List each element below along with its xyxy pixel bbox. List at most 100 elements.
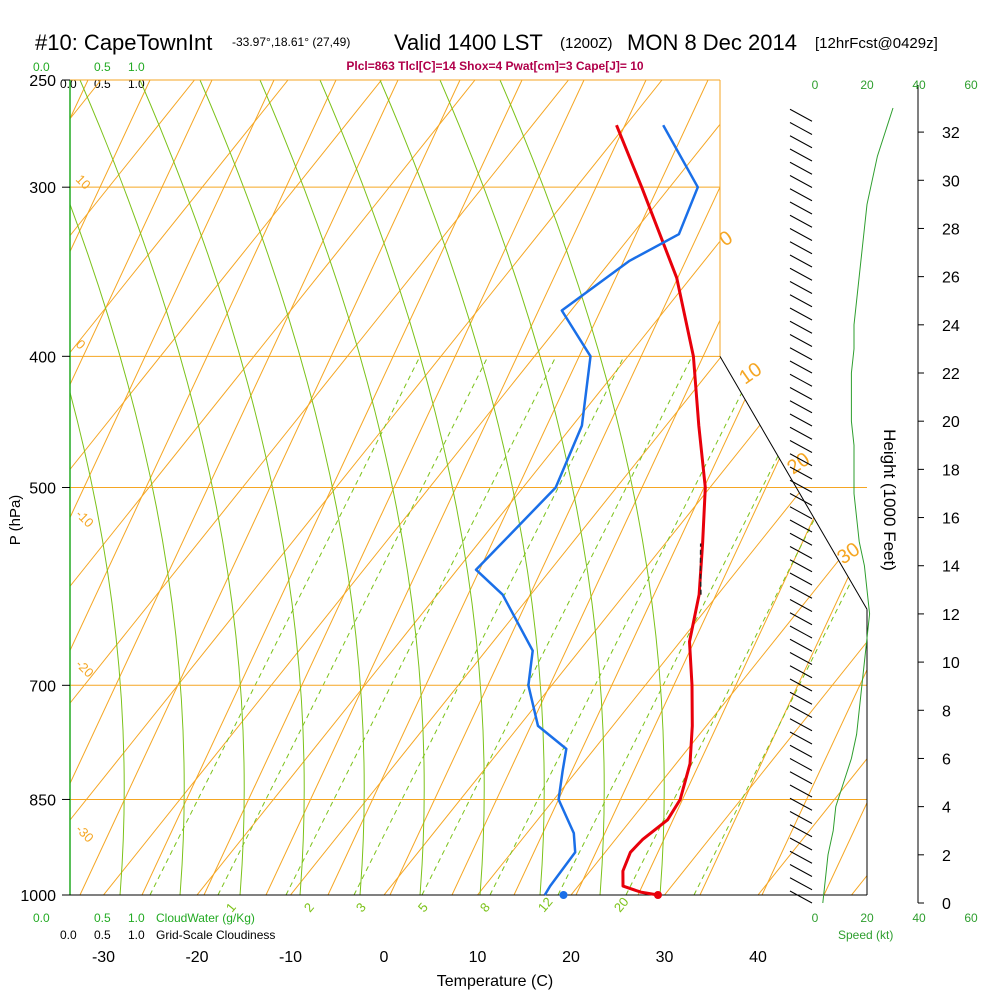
height-tick-label: 30 xyxy=(942,173,960,190)
isotherm-line xyxy=(70,80,195,895)
wind-barb xyxy=(789,811,813,824)
moist-adiabat-line xyxy=(70,80,125,895)
cloudwater-label: CloudWater (g/Kg) xyxy=(156,911,255,925)
height-tick-label: 4 xyxy=(942,800,951,817)
wind-barb xyxy=(789,135,813,149)
height-tick-label: 2 xyxy=(942,848,951,865)
dry-adiabat-line xyxy=(70,80,151,895)
wind-barb xyxy=(789,744,813,758)
temperature-line xyxy=(615,124,707,897)
wind-barb xyxy=(789,572,813,586)
moist-adiabat-line xyxy=(139,80,305,895)
wind-barb xyxy=(789,281,813,294)
speed-top-tick: 0 xyxy=(812,78,819,92)
bottom-green-05: 0.5 xyxy=(94,911,111,925)
top-black-1: 1.0 xyxy=(128,77,145,91)
wind-barb xyxy=(789,426,813,440)
wind-barb xyxy=(789,797,813,811)
speed-top-tick: 40 xyxy=(912,78,926,92)
top-green-05: 0.5 xyxy=(94,60,111,74)
height-tick-label: 0 xyxy=(942,896,951,913)
x-tick-label: 30 xyxy=(656,949,674,966)
top-black-0: 0.0 xyxy=(60,77,77,91)
wind-barb xyxy=(789,387,813,400)
bottom-green-0: 0.0 xyxy=(33,911,50,925)
wind-barb xyxy=(789,214,813,228)
height-tick-label: 16 xyxy=(942,511,960,528)
top-green-1: 1.0 xyxy=(128,60,145,74)
p-tick-label: 850 xyxy=(29,792,56,809)
height-tick-label: 24 xyxy=(942,318,960,335)
dry-adiabat-line xyxy=(761,80,867,895)
height-tick-label: 14 xyxy=(942,559,960,576)
speed-top-tick: 20 xyxy=(860,78,874,92)
wind-barb xyxy=(789,705,813,718)
tropopause-edge xyxy=(719,356,868,610)
bottom-black-1: 1.0 xyxy=(128,928,145,942)
wind-barb xyxy=(789,559,813,573)
speed-bottom-tick: 0 xyxy=(812,911,819,925)
moist-adiabat-line xyxy=(439,80,605,895)
height-tick-label: 22 xyxy=(942,366,960,383)
wind-barb xyxy=(789,254,813,268)
moist-adiabat-line xyxy=(199,80,365,895)
dry-adiabat-line xyxy=(70,80,213,895)
mixing-ratio-line xyxy=(421,356,693,895)
wind-barb xyxy=(789,320,813,334)
mixing-ratio-line xyxy=(353,356,625,895)
height-tick-label: 28 xyxy=(942,221,960,238)
y-axis-label: P (hPa) xyxy=(7,495,24,546)
wind-barb xyxy=(789,718,813,732)
wind-barb xyxy=(789,108,813,122)
x-tick-label: 20 xyxy=(562,949,580,966)
wind-barb xyxy=(789,546,813,559)
wind-barb xyxy=(789,771,813,785)
wind-barb xyxy=(789,188,813,202)
height-tick-label: 26 xyxy=(942,270,960,287)
moist-adiabat-line xyxy=(319,80,485,895)
wind-speed-line xyxy=(822,107,894,904)
wind-barb xyxy=(789,373,813,387)
speed-bottom-tick: 40 xyxy=(912,911,926,925)
wind-barb xyxy=(789,334,813,347)
sounding-series xyxy=(474,124,707,899)
mixing-ratio-line xyxy=(217,356,489,895)
isotherm-line xyxy=(70,80,289,895)
height-tick-label: 8 xyxy=(942,703,951,720)
wind-barb xyxy=(789,294,813,308)
top-green-0: 0.0 xyxy=(33,60,50,74)
wind-barb xyxy=(789,850,813,864)
mixing-ratio-line xyxy=(285,356,557,895)
height-tick-label: 32 xyxy=(942,125,960,142)
wind-barb xyxy=(789,267,813,281)
height-tick-label: 20 xyxy=(942,414,960,431)
height-tick-label: 10 xyxy=(942,655,960,672)
isotherm-line xyxy=(570,80,867,895)
surface-dewpoint-dot xyxy=(559,891,568,899)
wind-barb xyxy=(789,890,813,904)
dewpoint-line xyxy=(474,124,700,896)
wind-barb xyxy=(789,532,813,546)
wind-barb xyxy=(789,413,813,427)
p-tick-label: 500 xyxy=(29,481,56,498)
wind-barb xyxy=(789,347,813,361)
x-tick-label: -10 xyxy=(279,949,302,966)
forecast-info: [12hrFcst@0429z] xyxy=(815,35,938,52)
p-tick-label: 1000 xyxy=(20,888,56,905)
wind-barb xyxy=(789,625,813,639)
wind-barb xyxy=(789,307,813,321)
dry-adiabat-line xyxy=(699,80,867,895)
wind-barb xyxy=(789,175,813,188)
wind-barb xyxy=(789,148,813,162)
moist-adiabat-line xyxy=(379,80,545,895)
cloudiness-label: Grid-Scale Cloudiness xyxy=(156,928,275,942)
bottom-black-05: 0.5 xyxy=(94,928,111,942)
p-tick-label: 700 xyxy=(29,678,56,695)
wind-barb xyxy=(789,585,813,599)
forecast-date: MON 8 Dec 2014 xyxy=(627,30,797,55)
wind-barb xyxy=(789,877,813,891)
station-title: #10: CapeTownInt xyxy=(35,30,212,55)
wind-barb xyxy=(789,241,813,255)
